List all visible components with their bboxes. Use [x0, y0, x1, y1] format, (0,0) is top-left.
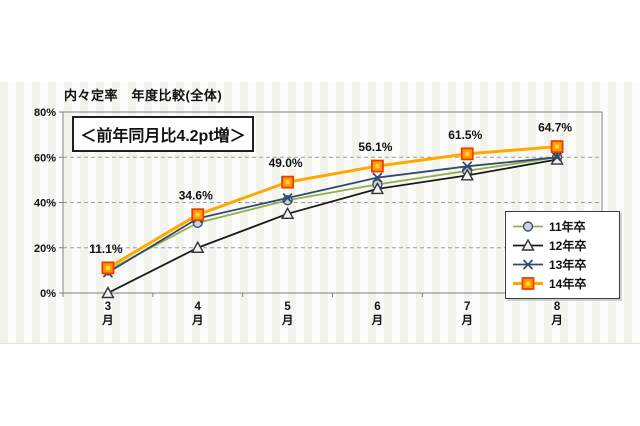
y-tick-label-60: 60%	[34, 152, 56, 164]
legend-marker-glyph	[522, 259, 534, 270]
legend-item-14年卒: 14年卒	[512, 274, 612, 293]
data-label-11.1%: 11.1%	[89, 242, 123, 256]
series-line-13年卒	[107, 156, 558, 274]
series-13年卒-marker-4	[462, 161, 473, 172]
legend-label: 13年卒	[549, 258, 587, 272]
data-label-56.1%: 56.1%	[358, 140, 392, 154]
series-12年卒-marker-1	[191, 240, 205, 253]
y-tick-label-0: 0%	[40, 288, 56, 300]
series-13年卒-marker-5	[551, 152, 563, 163]
data-label-34.6%: 34.6%	[179, 189, 213, 203]
legend: 11年卒 12年卒 13年卒 14年卒	[505, 211, 620, 299]
marker-highlight	[195, 212, 200, 217]
legend-label: 11年卒	[549, 220, 586, 234]
data-label-61.5%: 61.5%	[448, 128, 482, 142]
data-label-49.0%: 49.0%	[269, 156, 303, 170]
series-13年卒-marker-3	[372, 172, 383, 183]
legend-marker-glyph	[522, 221, 534, 232]
y-tick-label-40: 40%	[34, 198, 56, 210]
marker-highlight	[465, 151, 470, 156]
annotation-box: ＜前年同月比4.2pt増＞	[72, 116, 254, 152]
legend-label: 12年卒	[549, 239, 587, 253]
legend-item-12年卒: 12年卒	[512, 236, 612, 255]
legend-marker-square	[513, 277, 543, 290]
marker-highlight	[375, 164, 380, 169]
legend-item-11年卒: 11年卒	[512, 217, 612, 236]
marker-highlight	[526, 281, 530, 286]
series-line-11年卒	[107, 156, 558, 272]
series-12年卒-marker-2	[280, 206, 295, 220]
series-line-12年卒	[107, 158, 558, 294]
marker-highlight	[105, 265, 110, 270]
marker-highlight	[555, 144, 560, 149]
y-tick-label-80: 80%	[34, 107, 56, 119]
chart-title: 内々定率 年度比較(全体)	[64, 88, 223, 103]
legend-item-13年卒: 13年卒	[512, 255, 612, 274]
legend-marker-triangle	[513, 238, 543, 251]
series-13年卒-marker-2	[282, 192, 293, 204]
legend-marker-glyph	[521, 238, 535, 251]
marker-highlight	[285, 180, 290, 185]
series-12年卒-marker-3	[370, 181, 385, 195]
annotation-text: ＜前年同月比4.2pt増＞	[80, 128, 246, 145]
data-label-64.7%: 64.7%	[538, 121, 572, 135]
legend-marker-circle	[513, 221, 543, 232]
series-12年卒-marker-4	[460, 168, 474, 181]
series-12年卒-marker-0	[101, 286, 115, 299]
legend-marker-x	[513, 259, 543, 270]
series-line-14年卒	[107, 145, 558, 270]
legend-label: 14年卒	[549, 277, 587, 291]
y-tick-label-20: 20%	[34, 243, 56, 255]
